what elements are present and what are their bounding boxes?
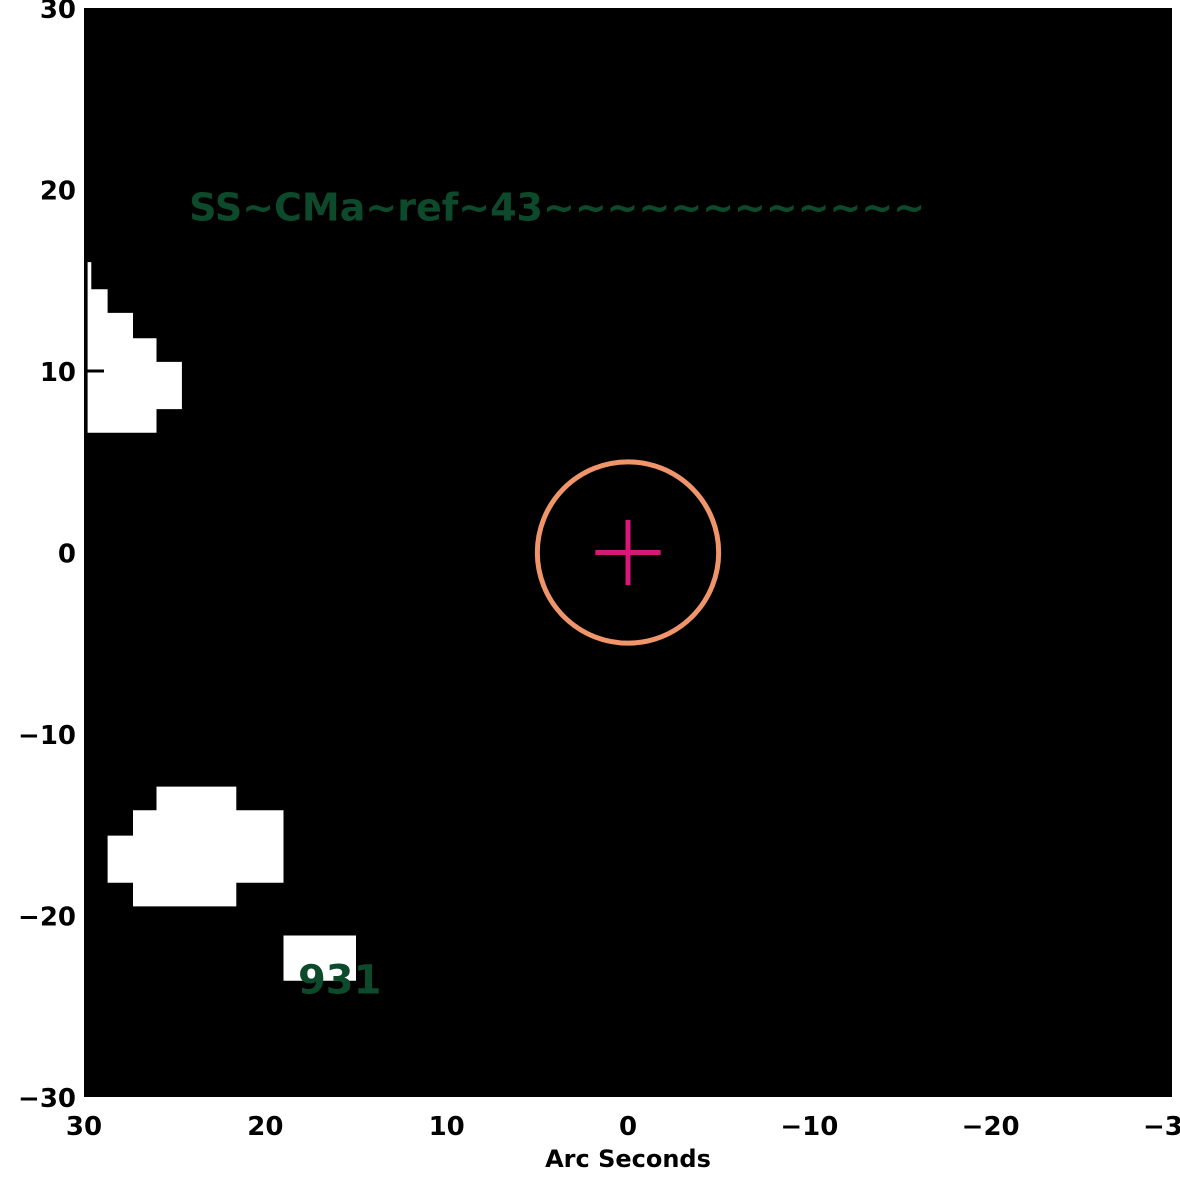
annotation-0: SS~CMa~ref~43~~~~~~~~~~~~ bbox=[189, 185, 925, 229]
x-tick-label: −30 bbox=[1143, 1112, 1180, 1142]
crosshair-marker bbox=[595, 519, 661, 586]
regions-layer bbox=[87, 262, 356, 981]
annotation-1: 931 bbox=[298, 958, 382, 1004]
y-tick-label: −20 bbox=[18, 903, 76, 933]
y-axis-tick-labels: 30 20 10 0 −10 −20 −30 bbox=[18, 0, 76, 1114]
x-axis-label: Arc Seconds bbox=[545, 1145, 711, 1173]
lower-left-patch bbox=[107, 786, 284, 907]
y-tick-label: −10 bbox=[18, 721, 76, 751]
y-tick-label: −30 bbox=[18, 1084, 76, 1114]
annotations-layer: SS~CMa~ref~43~~~~~~~~~~~~ 931 bbox=[189, 185, 925, 1003]
aperture-circle bbox=[534, 459, 722, 646]
x-tick-label: 20 bbox=[247, 1112, 283, 1142]
y-tick-label: 10 bbox=[40, 358, 76, 388]
bottom-patch bbox=[283, 935, 356, 981]
x-tick-label: 10 bbox=[429, 1112, 465, 1142]
y-tick-label: 0 bbox=[58, 540, 76, 570]
x-tick-label: 30 bbox=[66, 1112, 102, 1142]
x-axis-tick-labels: 30 20 10 0 −10 −20 −30 bbox=[66, 1112, 1180, 1142]
upper-left-patch bbox=[87, 262, 182, 433]
x-tick-label: −10 bbox=[780, 1112, 838, 1142]
x-tick-label: 0 bbox=[619, 1112, 637, 1142]
x-tick-label: −20 bbox=[962, 1112, 1020, 1142]
y-tick-label: 30 bbox=[40, 0, 76, 25]
y-tick-label: 20 bbox=[40, 177, 76, 207]
